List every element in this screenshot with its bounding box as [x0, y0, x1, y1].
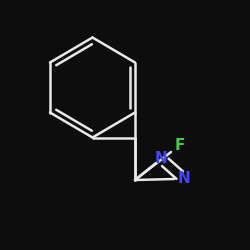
Text: F: F [175, 138, 185, 152]
Text: N: N [178, 171, 190, 186]
Text: N: N [155, 151, 168, 166]
